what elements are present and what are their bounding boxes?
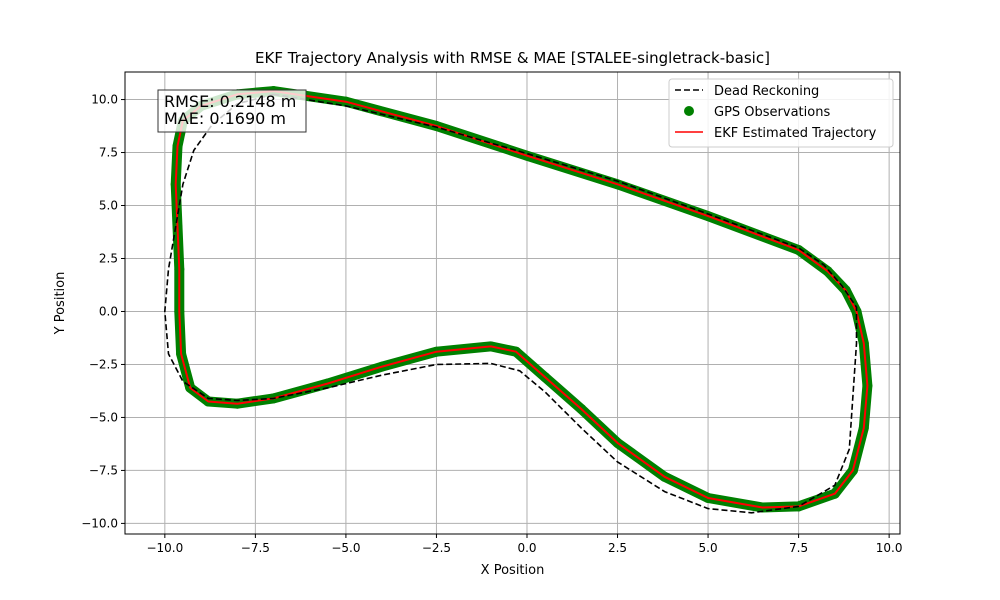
x-axis-label: X Position [481,563,545,578]
legend-box [668,78,894,148]
x-tick-label: 10.0 [876,541,903,555]
x-tick-label: −10.0 [146,541,183,555]
x-tick-label: −2.5 [422,541,451,555]
legend-label-ekf: EKF Estimated Trajectory [714,126,877,141]
legend-label-dead-reckoning: Dead Reckoning [714,84,819,99]
x-tick-label: 0.0 [517,541,536,555]
y-tick-label: −7.5 [89,463,118,477]
axes-frame [124,71,901,535]
legend-marker-gps [684,106,694,116]
dead-reckoning-line [164,93,858,514]
legend: Dead Reckoning GPS Observations EKF Esti… [668,78,894,148]
axis-ticks: −10.0 −7.5 −5.0 −2.5 0.0 2.5 5.0 7.5 10.0 −10.0 −7… [81,93,902,555]
y-tick-label: −10.0 [81,516,118,530]
y-tick-label: −5.0 [89,410,118,424]
rmse-text: RMSE: 0.2148 m [164,92,296,111]
y-axis-label: Y Position [53,272,68,336]
metrics-annotation: RMSE: 0.2148 m MAE: 0.1690 m [157,89,307,133]
ekf-trajectory-line [174,90,869,509]
x-tick-label: −5.0 [331,541,360,555]
metrics-box [157,89,307,133]
mae-text: MAE: 0.1690 m [164,109,286,128]
x-tick-label: 5.0 [699,541,718,555]
y-tick-label: 10.0 [91,93,118,107]
y-tick-label: 7.5 [99,146,118,160]
plot-area [164,86,873,514]
y-tick-label: 0.0 [99,304,118,318]
y-tick-label: −2.5 [89,357,118,371]
x-tick-label: −7.5 [241,541,270,555]
chart-title: EKF Trajectory Analysis with RMSE & MAE … [255,49,770,67]
x-tick-label: 2.5 [608,541,627,555]
y-tick-label: 2.5 [99,251,118,265]
legend-label-gps: GPS Observations [714,105,830,120]
x-tick-label: 7.5 [789,541,808,555]
y-tick-label: 5.0 [99,199,118,213]
